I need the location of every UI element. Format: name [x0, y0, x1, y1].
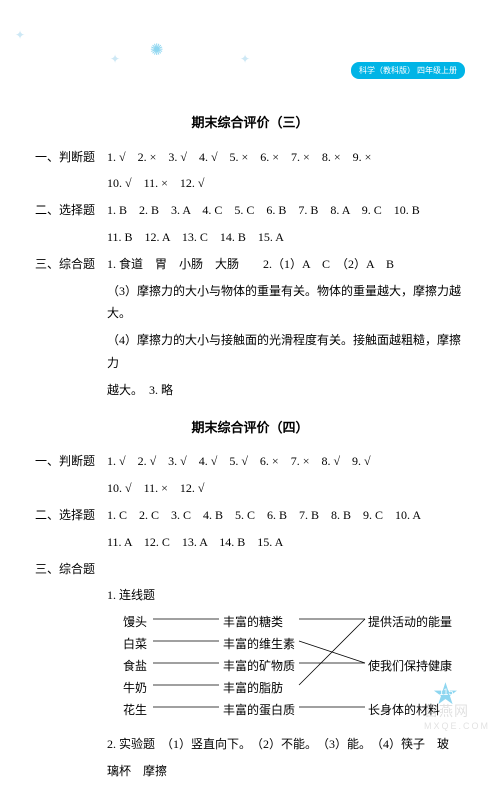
- diagram-mid-item: 丰富的蛋白质: [223, 699, 295, 722]
- exam3-comp-line3: （4）摩擦力的大小与接触面的光滑程度有关。接触面越粗糙，摩擦力: [35, 329, 465, 375]
- exam4-q1-label: 1. 连线题: [35, 584, 465, 607]
- decor-burst: ✺: [150, 40, 163, 60]
- diagram-left-item: 白菜: [123, 633, 147, 656]
- decor-star: ✦: [110, 52, 120, 67]
- decor-star: ✦: [15, 28, 25, 43]
- exam3-comp-line2: （3）摩擦力的大小与物体的重量有关。物体的重量越大，摩擦力越大。: [35, 280, 465, 326]
- diagram-right-item: 使我们保持健康: [368, 655, 452, 678]
- exam4-choice-line1: 二、选择题 1. C 2. C 3. C 4. B 5. C 6. B 7. B…: [35, 504, 465, 527]
- exam4-choice-line2: 11. A 12. C 13. A 14. B 15. A: [35, 531, 465, 554]
- watermark: 营燕网 MXQE.COM: [424, 701, 490, 731]
- matching-diagram: 馒头白菜食盐牛奶花生 丰富的糖类丰富的维生素丰富的矿物质丰富的脂肪丰富的蛋白质 …: [123, 611, 465, 729]
- watermark-main: 营燕网: [424, 703, 469, 719]
- diagram-right-item: 提供活动的能量: [368, 611, 452, 634]
- diagram-left-item: 牛奶: [123, 677, 147, 700]
- watermark-sub: MXQE.COM: [424, 721, 490, 731]
- diagram-mid-item: 丰富的维生素: [223, 633, 295, 656]
- exam3-comp-line4: 越大。 3. 略: [35, 379, 465, 402]
- exam4-judgment-line2: 10. √ 11. × 12. √: [35, 477, 465, 500]
- exam4-q2-line2: 璃杯 摩擦: [35, 760, 465, 783]
- exam3-judgment-line1: 一、判断题 1. √ 2. × 3. √ 4. √ 5. × 6. × 7. ×…: [35, 146, 465, 169]
- page-number: 115: [439, 687, 453, 697]
- diagram-left-item: 馒头: [123, 611, 147, 634]
- decor-star: ✦: [240, 52, 250, 67]
- exam3-choice-line2: 11. B 12. A 13. C 14. B 15. A: [35, 226, 465, 249]
- diagram-left-item: 花生: [123, 699, 147, 722]
- exam4-comp-label: 三、综合题: [35, 558, 465, 581]
- diagram-mid-item: 丰富的糖类: [223, 611, 283, 634]
- diagram-mid-item: 丰富的脂肪: [223, 677, 283, 700]
- exam4-judgment-line1: 一、判断题 1. √ 2. √ 3. √ 4. √ 5. √ 6. × 7. ×…: [35, 450, 465, 473]
- exam4-title: 期末综合评价（四）: [35, 416, 465, 441]
- exam4-q2-line1: 2. 实验题 （1）竖直向下。 （2）不能。 （3）能。 （4）筷子 玻: [35, 733, 465, 756]
- diagram-left-item: 食盐: [123, 655, 147, 678]
- exam3-choice-line1: 二、选择题 1. B 2. B 3. A 4. C 5. C 6. B 7. B…: [35, 199, 465, 222]
- exam3-comp-line1: 三、综合题 1. 食道 胃 小肠 大肠 2.（1）A C （2）A B: [35, 253, 465, 276]
- page-content: 期末综合评价（三） 一、判断题 1. √ 2. × 3. √ 4. √ 5. ×…: [35, 105, 465, 787]
- exam3-judgment-line2: 10. √ 11. × 12. √: [35, 172, 465, 195]
- exam3-title: 期末综合评价（三）: [35, 111, 465, 136]
- diagram-mid-item: 丰富的矿物质: [223, 655, 295, 678]
- header-badge: 科学（教科版） 四年级上册: [351, 62, 465, 79]
